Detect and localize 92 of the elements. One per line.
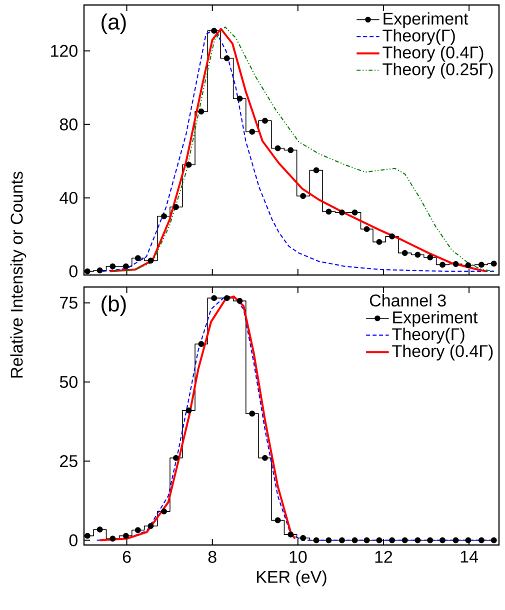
point xyxy=(274,517,281,524)
y-tick-label: 80 xyxy=(60,118,78,130)
y-tick-label: 0 xyxy=(69,534,78,546)
point xyxy=(84,532,90,539)
y-tick-label: 75 xyxy=(60,296,78,309)
y-tick-label: 25 xyxy=(60,455,78,468)
point xyxy=(198,108,204,115)
y-tick-label: 40 xyxy=(60,192,78,204)
legend-label: Theory (0.4Γ) xyxy=(392,344,493,360)
annotation: (a) xyxy=(102,14,126,34)
point xyxy=(186,407,192,414)
point xyxy=(274,145,281,152)
point xyxy=(224,55,230,62)
point xyxy=(172,204,179,210)
point xyxy=(262,454,268,461)
point xyxy=(161,508,167,514)
point xyxy=(352,537,358,544)
point xyxy=(224,295,230,302)
point xyxy=(490,260,497,267)
point xyxy=(288,532,294,538)
legend-label: Experiment xyxy=(384,12,468,28)
point xyxy=(326,537,332,544)
point xyxy=(96,267,103,274)
point xyxy=(338,210,345,216)
point xyxy=(198,340,204,347)
point xyxy=(440,537,446,544)
point xyxy=(288,147,294,154)
point xyxy=(478,262,484,268)
point xyxy=(300,535,306,542)
y-tick-label: 120 xyxy=(51,44,78,57)
point xyxy=(262,118,268,124)
point xyxy=(122,263,129,270)
legend-label: Theory(Γ) xyxy=(392,328,464,344)
point xyxy=(300,193,306,200)
point xyxy=(84,268,90,274)
point xyxy=(236,96,243,102)
point xyxy=(161,213,167,220)
point xyxy=(352,210,358,216)
point xyxy=(465,262,472,268)
x-axis-title: KER (eV) xyxy=(256,570,326,586)
y-axis-title: Relative Intensity or Counts xyxy=(10,172,26,378)
legend-label: Theory (0.25Γ) xyxy=(382,62,493,79)
point xyxy=(134,255,141,262)
point xyxy=(440,262,446,268)
point xyxy=(186,162,192,168)
point xyxy=(110,263,116,270)
point xyxy=(376,537,382,544)
point xyxy=(110,536,116,542)
y-tick-label: 50 xyxy=(60,376,78,388)
point xyxy=(122,532,129,539)
point xyxy=(402,537,408,544)
legend-label: Theory (0.4Γ) xyxy=(382,46,484,62)
point xyxy=(452,537,459,544)
x-tick-label: 12 xyxy=(375,550,392,563)
point xyxy=(478,537,484,544)
annotation: (b) xyxy=(102,295,126,316)
point xyxy=(249,128,256,135)
point xyxy=(490,537,497,544)
point xyxy=(313,167,320,174)
point xyxy=(236,298,243,304)
point xyxy=(414,252,421,258)
point xyxy=(389,233,396,240)
point xyxy=(376,238,382,245)
point xyxy=(148,258,154,264)
point xyxy=(338,537,345,544)
point xyxy=(313,537,320,544)
point xyxy=(452,260,459,267)
x-tick-label: 14 xyxy=(460,550,478,563)
legend-title: Channel 3 xyxy=(370,294,446,307)
point xyxy=(134,527,141,534)
point xyxy=(402,250,408,256)
point xyxy=(172,454,179,461)
point xyxy=(364,226,370,232)
line-series xyxy=(98,295,296,542)
point xyxy=(96,526,103,532)
x-tick-label: 10 xyxy=(290,550,307,563)
point xyxy=(211,295,218,302)
point xyxy=(148,523,154,529)
point xyxy=(414,537,421,544)
point xyxy=(427,254,434,260)
x-tick-label: 6 xyxy=(122,550,131,563)
x-tick-label: 8 xyxy=(208,550,216,563)
point xyxy=(249,410,256,417)
legend-label: Theory(Γ) xyxy=(382,29,455,45)
point xyxy=(364,537,370,544)
y-tick-label: 0 xyxy=(69,265,78,278)
point xyxy=(465,537,472,544)
legend-label: Experiment xyxy=(393,310,478,327)
point xyxy=(389,537,396,544)
point xyxy=(427,537,434,544)
point xyxy=(211,28,218,34)
point xyxy=(326,208,332,215)
